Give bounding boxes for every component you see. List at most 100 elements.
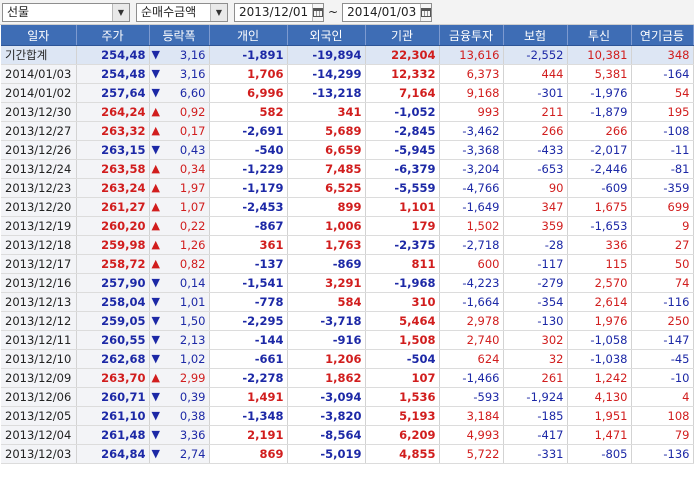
start-date-field[interactable]: 2013/12/01 — [234, 2, 324, 22]
cell-individual: 1,706 — [209, 64, 288, 84]
cell-individual: -1,891 — [209, 45, 288, 65]
col-header-financial-investment[interactable]: 금융투자 — [439, 25, 504, 46]
cell-date: 2013/12/11 — [1, 330, 77, 350]
end-date-field[interactable]: 2014/01/03 — [342, 2, 433, 22]
cell-foreign: -14,299 — [287, 64, 366, 84]
calendar-icon[interactable] — [420, 3, 432, 21]
cell-investment-trust: -805 — [567, 444, 632, 464]
table-row[interactable]: 2013/12/20 261,27 ▲ 1,07 -2,453 899 1,101 -1,64… — [1, 197, 694, 217]
table-row[interactable]: 2013/12/04 261,48 ▼ 3,36 2,191 -8,564 6,209 4,9… — [1, 425, 694, 445]
cell-investment-trust: 2,570 — [567, 273, 632, 293]
cell-investment-trust: 5,381 — [567, 64, 632, 84]
cell-individual: -1,179 — [209, 178, 288, 198]
table-row[interactable]: 2013/12/10 262,68 ▼ 1,02 -661 1,206 -504 624 32-… — [1, 349, 694, 369]
cell-insurance: -354 — [503, 292, 568, 312]
cell-foreign: -916 — [287, 330, 366, 350]
table-row[interactable]: 2013/12/05 261,10 ▼ 0,38 -1,348 -3,820 5,193 3,… — [1, 406, 694, 426]
col-header-change[interactable]: 등락폭 — [149, 25, 210, 46]
cell-financial-investment: 2,740 — [439, 330, 504, 350]
table-row[interactable]: 2013/12/30 264,24 ▲ 0,92 582 341 -1,052 993 211-… — [1, 102, 694, 122]
table-row[interactable]: 2013/12/27 263,32 ▲ 0,17 -2,691 5,689 -2,845 -3… — [1, 121, 694, 141]
cell-foreign: 1,206 — [287, 349, 366, 369]
cell-investment-trust: 1,471 — [567, 425, 632, 445]
end-date-value[interactable]: 2014/01/03 — [347, 4, 417, 19]
cell-foreign: 341 — [287, 102, 366, 122]
cell-financial-investment: -2,718 — [439, 235, 504, 255]
table-row[interactable]: 2013/12/19 260,20 ▲ 0,22 -867 1,006 179 1,502 35… — [1, 216, 694, 236]
table-row[interactable]: 2013/12/16 257,90 ▼ 0,14 -1,541 3,291 -1,968 -4… — [1, 273, 694, 293]
cell-price: 254,48 — [76, 45, 150, 65]
table-row[interactable]: 2013/12/03 264,84 ▼ 2,74 869 -5,019 4,855 5,722… — [1, 444, 694, 464]
cell-change: ▼ 0,43 — [149, 140, 210, 160]
table-row[interactable]: 2014/01/03 254,48 ▼ 3,16 1,706 -14,299 12,332 6… — [1, 64, 694, 84]
cell-financial-investment: 5,722 — [439, 444, 504, 464]
change-value: 6,60 — [179, 86, 206, 100]
table-row[interactable]: 2013/12/24 263,58 ▲ 0,34 -1,229 7,485 -6,379 -3… — [1, 159, 694, 179]
col-header-institution[interactable]: 기관 — [365, 25, 440, 46]
toolbar: 선물 ▼ 순매수금액 ▼ 2013/12/01 ~ 2014/01/03 — [0, 0, 694, 25]
cell-change: ▲ 0,34 — [149, 159, 210, 179]
cell-investment-trust: 10,381 — [567, 45, 632, 65]
chevron-down-icon[interactable]: ▼ — [210, 3, 227, 21]
cell-foreign: -3,820 — [287, 406, 366, 426]
col-header-date[interactable]: 일자 — [1, 25, 77, 46]
table-row[interactable]: 2013/12/09 263,70 ▲ 2,99 -2,278 1,862 107 -1,46… — [1, 368, 694, 388]
col-header-investment-trust[interactable]: 투신 — [567, 25, 632, 46]
up-arrow-icon: ▲ — [151, 257, 160, 270]
cell-institution: 1,536 — [365, 387, 440, 407]
date-range-separator: ~ — [328, 5, 339, 19]
cell-institution: 1,508 — [365, 330, 440, 350]
cell-institution: -2,845 — [365, 121, 440, 141]
cell-foreign: -869 — [287, 254, 366, 274]
cell-insurance: -2,552 — [503, 45, 568, 65]
cell-insurance: -279 — [503, 273, 568, 293]
cell-institution: -5,945 — [365, 140, 440, 160]
cell-price: 261,48 — [76, 425, 150, 445]
calendar-icon[interactable] — [312, 3, 324, 21]
chevron-down-icon[interactable]: ▼ — [112, 3, 129, 21]
col-header-insurance[interactable]: 보험 — [503, 25, 568, 46]
start-date-value[interactable]: 2013/12/01 — [239, 4, 309, 19]
change-value: 1,97 — [179, 181, 206, 195]
cell-institution: 4,855 — [365, 444, 440, 464]
table-row[interactable]: 2014/01/02 257,64 ▼ 6,60 6,996 -13,218 7,164 9,… — [1, 83, 694, 103]
up-arrow-icon: ▲ — [151, 219, 160, 232]
cell-institution: 179 — [365, 216, 440, 236]
cell-foreign: 1,763 — [287, 235, 366, 255]
cell-change: ▲ 0,82 — [149, 254, 210, 274]
table-row[interactable]: 2013/12/11 260,55 ▼ 2,13 -144 -916 1,508 2,740 3… — [1, 330, 694, 350]
table-row[interactable]: 2013/12/23 263,24 ▲ 1,97 -1,179 6,525 -5,559 -4… — [1, 178, 694, 198]
cell-date: 2013/12/19 — [1, 216, 77, 236]
cell-financial-investment: 3,184 — [439, 406, 504, 426]
cell-individual: -661 — [209, 349, 288, 369]
cell-individual: -1,229 — [209, 159, 288, 179]
cell-individual: 2,191 — [209, 425, 288, 445]
cell-investment-trust: 266 — [567, 121, 632, 141]
table-row[interactable]: 2013/12/12 259,05 ▼ 1,50 -2,295 -3,718 5,464 2,… — [1, 311, 694, 331]
cell-institution: -5,559 — [365, 178, 440, 198]
cell-foreign: -8,564 — [287, 425, 366, 445]
col-header-individual[interactable]: 개인 — [209, 25, 288, 46]
measure-select[interactable]: 순매수금액 ▼ — [136, 2, 228, 22]
table-row[interactable]: 2013/12/17 258,72 ▲ 0,82 -137 -869 811 600 -117 1… — [1, 254, 694, 274]
col-header-foreign[interactable]: 외국인 — [287, 25, 366, 46]
table-row[interactable]: 기간합계 254,48 ▼ 3,16 -1,891 -19,894 22,304 13,616… — [1, 45, 694, 65]
col-header-price[interactable]: 주가 — [76, 25, 150, 46]
table-row[interactable]: 2013/12/18 259,98 ▲ 1,26 361 1,763 -2,375 -2,71… — [1, 235, 694, 255]
cell-pension: -147 — [631, 330, 694, 350]
cell-change: ▼ 6,60 — [149, 83, 210, 103]
cell-investment-trust: 336 — [567, 235, 632, 255]
change-value: 0,39 — [179, 390, 206, 404]
cell-financial-investment: -4,223 — [439, 273, 504, 293]
table-row[interactable]: 2013/12/26 263,15 ▼ 0,43 -540 6,659 -5,945 -3,3… — [1, 140, 694, 160]
cell-price: 261,10 — [76, 406, 150, 426]
up-arrow-icon: ▲ — [151, 238, 160, 251]
cell-financial-investment: -1,664 — [439, 292, 504, 312]
col-header-pension[interactable]: 연기금등 — [631, 25, 694, 46]
table-row[interactable]: 2013/12/06 260,71 ▼ 0,39 1,491 -3,094 1,536 -59… — [1, 387, 694, 407]
cell-pension: -116 — [631, 292, 694, 312]
table-row[interactable]: 2013/12/13 258,04 ▼ 1,01 -778 584 310 -1,664 -35… — [1, 292, 694, 312]
cell-pension: -10 — [631, 368, 694, 388]
cell-individual: 869 — [209, 444, 288, 464]
market-select[interactable]: 선물 ▼ — [2, 2, 130, 22]
